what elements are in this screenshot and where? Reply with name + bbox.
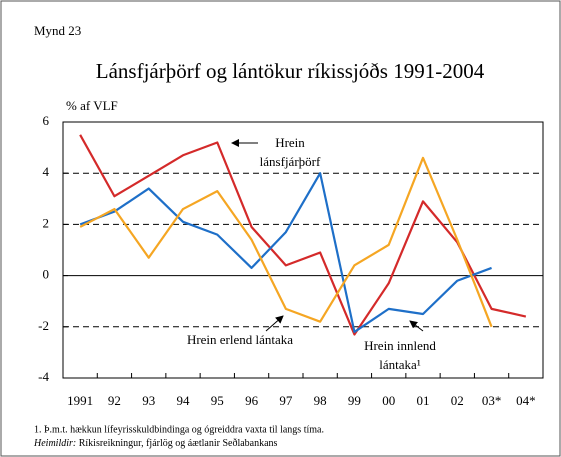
- y-tick-label: 0: [43, 267, 50, 282]
- source-label: Heimildir:: [33, 438, 76, 449]
- y-tick-label: 2: [43, 215, 50, 230]
- source: Heimildir: Ríkisreikningur, fjárlög og á…: [33, 438, 278, 449]
- x-tick-label: 03*: [482, 393, 502, 408]
- x-tick-label: 1991: [67, 393, 93, 408]
- y-tick-label: -4: [38, 369, 49, 384]
- source-text: Ríkisreikningur, fjárlög og áætlanir Seð…: [79, 438, 278, 449]
- x-tick-label: 92: [108, 393, 121, 408]
- footnote: 1. Þ.m.t. hækkun lífeyrisskuldbindinga o…: [34, 424, 324, 435]
- figure-label: Mynd 23: [34, 23, 81, 38]
- x-tick-label: 96: [245, 393, 259, 408]
- x-tick-label: 98: [314, 393, 327, 408]
- x-tick-label: 99: [348, 393, 361, 408]
- x-tick-label: 93: [142, 393, 155, 408]
- annotation: Hrein lánsfjárþörf: [259, 135, 321, 169]
- y-tick-label: 6: [43, 113, 50, 128]
- series-line: [79, 134, 527, 336]
- chart-title: Lánsfjárþörf og lántökur ríkissjóðs 1991…: [96, 59, 485, 83]
- y-tick-label: -2: [38, 318, 49, 333]
- annotation: Hrein erlend lántaka: [186, 332, 294, 347]
- arrow: [409, 320, 424, 332]
- arrow: [265, 315, 284, 332]
- series-line: [79, 172, 492, 334]
- x-tick-label: 97: [279, 393, 293, 408]
- x-tick-label: 01: [417, 393, 430, 408]
- x-tick-label: 94: [177, 393, 191, 408]
- x-tick-label: 00: [382, 393, 395, 408]
- x-tick-label: 04*: [516, 393, 536, 408]
- y-tick-label: 4: [43, 164, 50, 179]
- annotation: Hrein innlend lántaka¹: [364, 338, 436, 372]
- x-tick-label: 95: [211, 393, 224, 408]
- x-tick-label: 02: [451, 393, 464, 408]
- y-axis-label: % af VLF: [66, 98, 118, 113]
- series-line: [79, 156, 493, 328]
